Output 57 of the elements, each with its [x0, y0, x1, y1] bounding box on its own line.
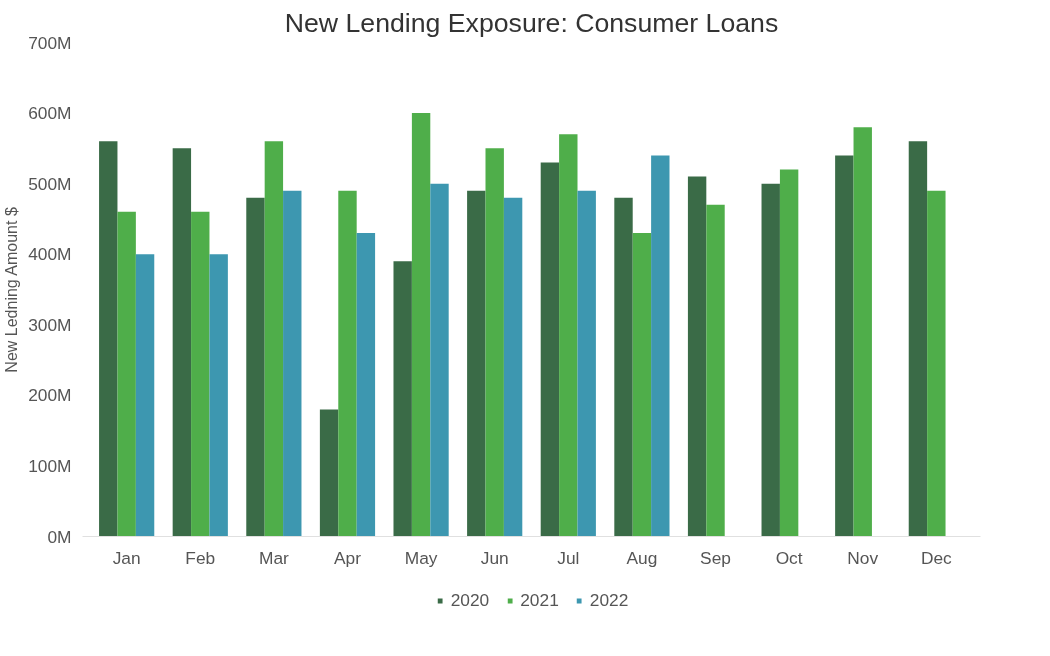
y-axis-title: New Ledning Amount $: [3, 207, 21, 373]
bar: [117, 211, 136, 537]
bar: [246, 197, 265, 537]
y-tick-label: 700M: [28, 32, 72, 53]
y-tick-label: 500M: [28, 173, 72, 194]
bar: [393, 261, 412, 537]
bar: [356, 233, 376, 537]
bar: [135, 254, 155, 537]
x-tick-label: Dec: [920, 547, 953, 568]
bar: [779, 169, 799, 537]
x-tick-label: Jul: [557, 547, 580, 568]
bar: [559, 134, 578, 537]
bar: [835, 155, 854, 537]
x-tick-label: Nov: [847, 547, 879, 568]
bar: [338, 190, 357, 537]
bar: [467, 190, 486, 537]
bar: [99, 141, 118, 537]
bar: [577, 190, 596, 537]
legend-label: 2021: [520, 589, 559, 611]
y-tick-label: 400M: [28, 244, 72, 265]
bar: [927, 190, 946, 537]
bar: [706, 204, 725, 537]
x-tick-label: Feb: [185, 547, 216, 568]
bar: [191, 211, 210, 537]
bar: [319, 409, 339, 537]
bar: [651, 155, 670, 537]
bar: [283, 190, 302, 537]
y-tick-label: 200M: [28, 385, 72, 406]
y-tick-label: 300M: [28, 314, 72, 335]
x-tick-label: Jan: [112, 547, 141, 568]
y-tick-label: 0M: [47, 526, 72, 547]
x-tick-label: Sep: [700, 547, 731, 568]
x-tick-label: Apr: [334, 547, 362, 568]
legend-label: 2022: [589, 589, 629, 611]
y-tick-label: 100M: [28, 455, 72, 476]
bar: [687, 176, 707, 537]
bar: [209, 254, 228, 537]
bar: [632, 233, 652, 537]
x-tick-label: Jun: [480, 547, 509, 568]
bar: [761, 183, 780, 537]
x-tick-label: Mar: [258, 547, 290, 568]
bar: [853, 127, 872, 537]
bar: [908, 141, 928, 537]
bar: [430, 183, 449, 537]
x-tick-label: Aug: [626, 547, 658, 568]
x-tick-label: Oct: [775, 547, 803, 568]
chart-title: New Lending Exposure: Consumer Loans: [284, 7, 779, 38]
bar: [503, 197, 523, 537]
bar: [411, 113, 431, 537]
bar: [264, 141, 284, 537]
legend-label: 2020: [450, 589, 490, 611]
bar: [540, 162, 560, 537]
bar: [485, 148, 504, 537]
bar: [172, 148, 192, 537]
y-tick-label: 600M: [28, 103, 72, 124]
bar: [614, 197, 633, 537]
x-tick-label: May: [404, 547, 438, 568]
